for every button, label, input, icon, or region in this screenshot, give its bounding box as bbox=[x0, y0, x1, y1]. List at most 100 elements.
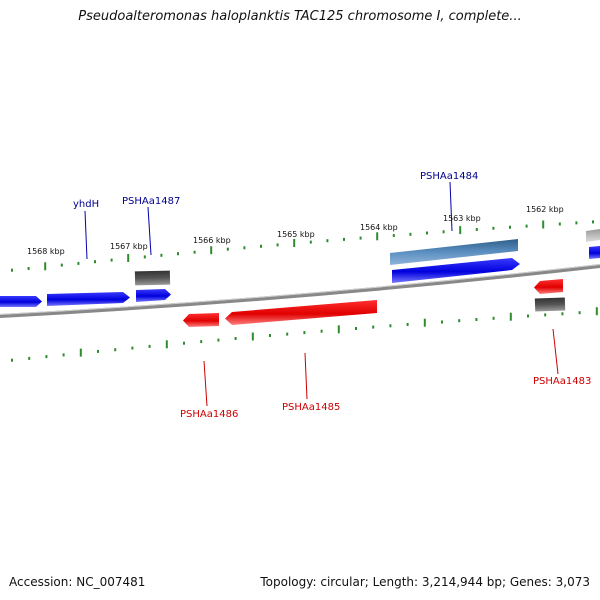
gene-label[interactable]: PSHAa1484 bbox=[420, 171, 478, 182]
gene-reverse-PSHAa1486[interactable] bbox=[183, 313, 219, 327]
gene-forward[interactable] bbox=[589, 246, 600, 259]
minor-tick bbox=[110, 258, 113, 262]
minor-tick bbox=[527, 314, 529, 318]
gene-forward-PSHAa1484[interactable] bbox=[392, 258, 520, 283]
minor-tick bbox=[561, 312, 564, 316]
minor-tick bbox=[575, 221, 578, 225]
minor-tick bbox=[409, 232, 412, 236]
minor-tick bbox=[286, 332, 289, 336]
minor-tick bbox=[143, 255, 146, 259]
major-tick bbox=[595, 307, 598, 316]
minor-tick bbox=[28, 356, 31, 360]
inner-tick-track bbox=[11, 307, 598, 362]
gene-reverse-PSHAa1483[interactable] bbox=[534, 279, 563, 294]
leader-line bbox=[552, 328, 559, 375]
minor-tick bbox=[558, 222, 561, 226]
minor-tick bbox=[97, 349, 99, 353]
minor-tick bbox=[177, 252, 179, 256]
coordinate-label: 1567 kbp bbox=[110, 242, 148, 251]
minor-tick bbox=[183, 341, 185, 345]
minor-tick bbox=[200, 340, 203, 344]
coordinate-label: 1565 kbp bbox=[277, 230, 315, 239]
major-tick bbox=[423, 318, 426, 327]
minor-tick bbox=[509, 225, 511, 229]
minor-tick bbox=[492, 226, 495, 230]
major-tick bbox=[376, 232, 379, 241]
minor-tick bbox=[544, 313, 547, 317]
minor-tick bbox=[442, 230, 445, 234]
minor-tick bbox=[160, 253, 163, 257]
chromosome-backbone bbox=[0, 264, 600, 318]
minor-tick bbox=[406, 323, 409, 326]
major-tick bbox=[210, 246, 213, 255]
gene-pseudo[interactable] bbox=[534, 297, 566, 312]
major-tick bbox=[459, 226, 462, 235]
major-tick bbox=[127, 254, 130, 262]
minor-tick bbox=[94, 260, 96, 264]
minor-tick bbox=[234, 337, 237, 340]
minor-tick bbox=[62, 353, 65, 357]
gene-reverse-PSHAa1485[interactable] bbox=[225, 300, 377, 325]
minor-tick bbox=[355, 327, 357, 330]
minor-tick bbox=[269, 334, 271, 337]
minor-tick bbox=[276, 243, 279, 247]
major-tick bbox=[251, 332, 254, 341]
leader-line bbox=[84, 210, 88, 260]
accession-label: Accession: NC_007481 bbox=[9, 575, 146, 589]
minor-tick bbox=[426, 231, 428, 235]
gene-highlight-PSHAa1484[interactable] bbox=[390, 239, 518, 265]
minor-tick bbox=[260, 244, 262, 248]
minor-tick bbox=[193, 250, 196, 254]
minor-tick bbox=[45, 355, 48, 359]
major-tick bbox=[165, 340, 168, 349]
gene-label[interactable]: PSHAa1487 bbox=[122, 196, 180, 207]
minor-tick bbox=[359, 236, 362, 240]
chromosome-backbone-highlight bbox=[0, 264, 600, 315]
coordinate-label: 1566 kbp bbox=[193, 236, 231, 245]
minor-tick bbox=[475, 318, 478, 321]
minor-tick bbox=[392, 234, 395, 237]
minor-tick bbox=[389, 324, 392, 328]
minor-tick bbox=[320, 329, 323, 333]
coordinate-label: 1562 kbp bbox=[526, 205, 564, 214]
coordinate-label: 1563 kbp bbox=[443, 214, 481, 223]
major-tick bbox=[337, 325, 340, 334]
minor-tick bbox=[217, 338, 220, 342]
major-tick bbox=[509, 312, 512, 321]
gene-faded[interactable] bbox=[586, 229, 600, 242]
gene-label[interactable]: PSHAa1486 bbox=[180, 409, 238, 420]
minor-tick bbox=[326, 239, 329, 243]
minor-tick bbox=[131, 346, 134, 350]
outer-tick-track bbox=[11, 220, 594, 272]
gene-forward-PSHAa1487[interactable] bbox=[136, 289, 171, 302]
minor-tick bbox=[243, 246, 246, 250]
minor-tick bbox=[525, 224, 528, 228]
gene-label[interactable]: PSHAa1485 bbox=[282, 402, 340, 413]
minor-tick bbox=[492, 316, 495, 320]
minor-tick bbox=[372, 325, 375, 329]
minor-tick bbox=[77, 261, 80, 265]
leader-line bbox=[147, 206, 152, 256]
coordinate-label: 1564 kbp bbox=[360, 223, 398, 232]
gene-label[interactable]: PSHAa1483 bbox=[533, 376, 591, 387]
minor-tick bbox=[343, 237, 345, 241]
leader-line bbox=[449, 181, 453, 232]
map-title: Pseudoalteromonas haloplanktis TAC125 ch… bbox=[78, 9, 522, 24]
major-tick bbox=[293, 239, 296, 247]
minor-tick bbox=[309, 240, 312, 244]
leader-line bbox=[304, 352, 308, 400]
coordinate-label: 1568 kbp bbox=[27, 247, 65, 256]
gene-label[interactable]: yhdH bbox=[73, 199, 99, 210]
minor-tick bbox=[475, 228, 478, 231]
minor-tick bbox=[458, 319, 461, 323]
minor-tick bbox=[11, 358, 13, 362]
major-tick bbox=[542, 220, 545, 229]
minor-tick bbox=[114, 348, 117, 352]
gene-forward-yhdH[interactable] bbox=[47, 292, 130, 306]
gene-forward[interactable] bbox=[0, 296, 42, 307]
minor-tick bbox=[148, 344, 151, 348]
minor-tick bbox=[226, 247, 229, 251]
minor-tick bbox=[27, 267, 30, 270]
gene-pseudo[interactable] bbox=[134, 270, 171, 286]
